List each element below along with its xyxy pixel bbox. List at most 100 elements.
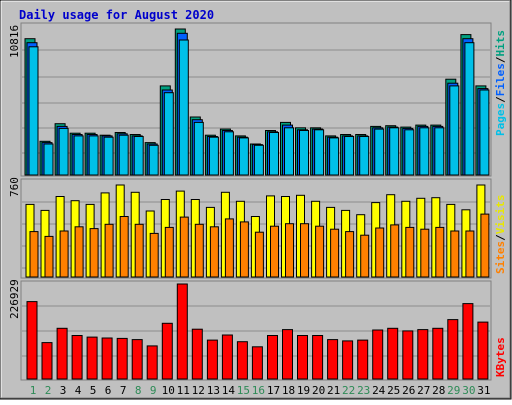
bar-sites-day-21 xyxy=(330,228,340,278)
day-label-10: 10 xyxy=(162,384,175,397)
bar-kbytes-day-11 xyxy=(176,283,188,380)
bar-sites-day-8 xyxy=(134,223,144,278)
bar-kbytes-day-16 xyxy=(251,346,263,380)
bar-kbytes-day-29 xyxy=(447,319,459,380)
bar-kbytes-day-24 xyxy=(372,329,384,380)
bar-sites-day-13 xyxy=(209,226,219,278)
day-label-13: 13 xyxy=(207,384,220,397)
bar-pages-day-12 xyxy=(193,121,204,176)
day-label-27: 27 xyxy=(417,384,430,397)
legend-sep-3: / xyxy=(494,234,507,241)
bar-pages-day-23 xyxy=(359,136,370,176)
bar-sites-day-10 xyxy=(164,226,174,278)
bar-pages-day-8 xyxy=(133,136,144,176)
legend-sites: Sites xyxy=(494,241,507,274)
chart-title: Daily usage for August 2020 xyxy=(19,8,214,22)
bar-pages-day-14 xyxy=(223,131,234,176)
bar-sites-day-25 xyxy=(390,224,400,278)
bar-kbytes-day-3 xyxy=(56,327,68,380)
legend-sep-2: / xyxy=(494,56,507,63)
bar-sites-day-16 xyxy=(254,231,264,278)
bar-sites-day-30 xyxy=(465,230,475,278)
bar-sites-day-3 xyxy=(59,230,69,278)
day-label-11: 11 xyxy=(177,384,190,397)
day-label-7: 7 xyxy=(120,384,127,397)
bar-sites-day-26 xyxy=(405,226,415,278)
bar-sites-day-6 xyxy=(104,223,114,278)
bar-kbytes-day-14 xyxy=(221,334,233,380)
bar-kbytes-day-9 xyxy=(146,345,158,380)
legend-sep-1: / xyxy=(494,96,507,103)
day-label-20: 20 xyxy=(312,384,325,397)
bar-sites-day-24 xyxy=(375,227,385,278)
day-label-3: 3 xyxy=(60,384,67,397)
day-label-9: 9 xyxy=(150,384,157,397)
legend-pages: Pages xyxy=(494,103,507,136)
day-label-15: 15 xyxy=(237,384,250,397)
bar-pages-day-26 xyxy=(404,129,415,176)
bar-sites-day-1 xyxy=(29,231,39,278)
bar-pages-day-17 xyxy=(269,132,279,176)
bar-sites-day-31 xyxy=(480,213,490,278)
bar-pages-day-13 xyxy=(208,136,219,176)
bar-kbytes-day-7 xyxy=(116,337,128,380)
legend-files: Files xyxy=(494,63,507,96)
day-label-17: 17 xyxy=(267,384,280,397)
day-label-24: 24 xyxy=(372,384,386,397)
bar-kbytes-day-1 xyxy=(26,301,38,380)
bar-sites-day-5 xyxy=(89,228,99,278)
bar-sites-day-14 xyxy=(224,218,234,278)
day-label-4: 4 xyxy=(75,384,82,397)
bar-pages-day-4 xyxy=(73,135,84,176)
day-label-31: 31 xyxy=(477,384,490,397)
bar-kbytes-day-28 xyxy=(432,327,444,380)
y-max-label-hits: 10816 xyxy=(8,25,21,58)
day-label-23: 23 xyxy=(357,384,370,397)
bar-kbytes-day-21 xyxy=(327,339,339,380)
bar-sites-day-4 xyxy=(74,226,84,278)
bar-sites-day-22 xyxy=(345,231,355,278)
bar-kbytes-day-19 xyxy=(297,335,308,380)
bar-kbytes-day-15 xyxy=(236,341,248,380)
legend-visits: Visits xyxy=(494,195,507,235)
bar-pages-day-15 xyxy=(238,137,249,176)
bar-sites-day-7 xyxy=(119,216,129,278)
day-label-6: 6 xyxy=(105,384,112,397)
bar-pages-day-19 xyxy=(299,130,309,176)
bar-pages-day-30 xyxy=(464,42,475,176)
day-label-5: 5 xyxy=(90,384,97,397)
bar-kbytes-day-12 xyxy=(191,328,203,380)
bar-sites-day-17 xyxy=(270,225,279,278)
legend-kbytes: KBytes xyxy=(494,337,507,377)
day-label-28: 28 xyxy=(432,384,445,397)
bar-kbytes-day-17 xyxy=(267,335,278,380)
bars xyxy=(24,28,490,380)
y-max-label-kbytes: 226929 xyxy=(8,279,21,319)
bar-pages-day-3 xyxy=(58,127,69,176)
legend-hits-files-pages: Pages/Files/Hits xyxy=(494,30,507,136)
bar-sites-day-28 xyxy=(435,226,445,278)
bar-pages-day-6 xyxy=(103,136,114,176)
day-label-12: 12 xyxy=(192,384,205,397)
bar-kbytes-day-10 xyxy=(161,322,173,380)
bar-pages-day-16 xyxy=(253,144,264,176)
bar-pages-day-9 xyxy=(148,144,159,176)
y-max-label-visits: 760 xyxy=(8,177,21,197)
day-label-8: 8 xyxy=(135,384,142,397)
bar-pages-day-27 xyxy=(419,127,430,176)
bar-pages-day-22 xyxy=(344,136,355,176)
bar-sites-day-29 xyxy=(450,230,460,278)
bar-sites-day-18 xyxy=(285,223,294,278)
bar-kbytes-day-4 xyxy=(71,335,83,380)
bar-kbytes-day-22 xyxy=(342,340,354,380)
bar-pages-day-21 xyxy=(329,137,340,176)
bar-kbytes-day-2 xyxy=(41,342,53,380)
day-label-22: 22 xyxy=(342,384,355,397)
bar-pages-day-25 xyxy=(389,127,400,176)
bar-sites-day-23 xyxy=(360,234,370,278)
bar-pages-day-10 xyxy=(163,92,174,176)
bar-kbytes-day-25 xyxy=(387,327,399,380)
bar-pages-day-2 xyxy=(43,143,54,176)
bar-kbytes-day-26 xyxy=(402,330,414,380)
